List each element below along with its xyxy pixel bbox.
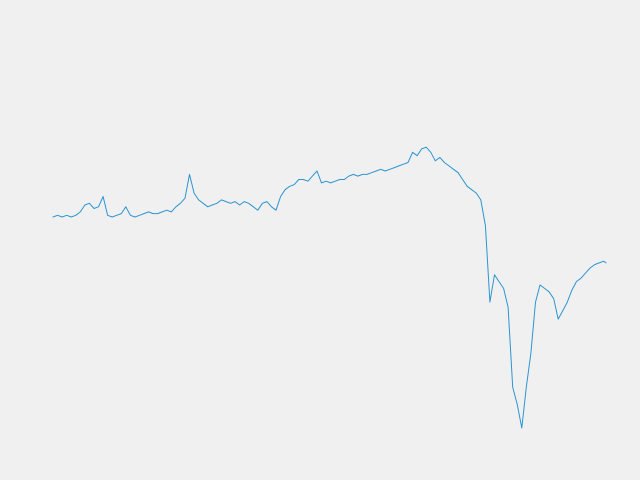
series-layer [52, 146, 607, 429]
series-line-0 [52, 146, 607, 429]
